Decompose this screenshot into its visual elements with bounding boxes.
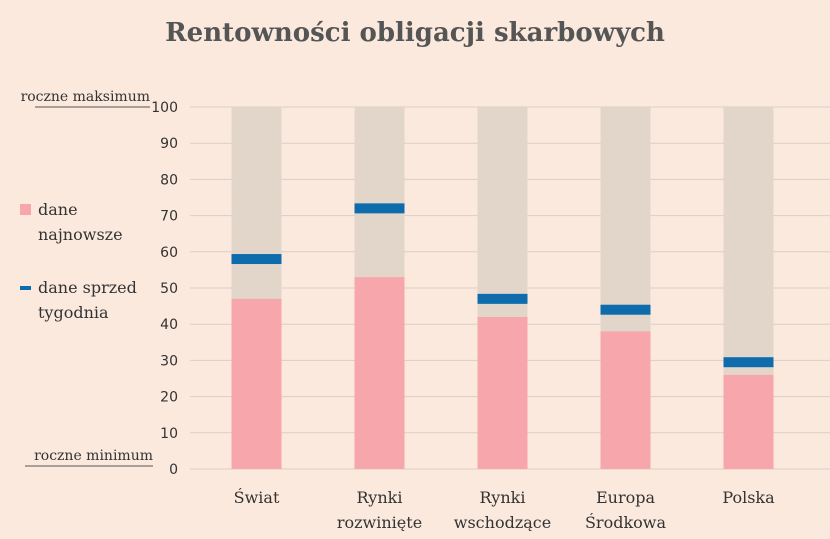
y-tick-label: 100	[151, 100, 178, 116]
bars	[231, 107, 774, 469]
y-tick-label: 40	[160, 317, 178, 333]
y-tick-label: 30	[160, 353, 178, 369]
y-tick-label: 90	[160, 136, 178, 152]
category-label: rozwinięte	[337, 513, 422, 532]
previous-week-marker	[477, 293, 528, 304]
category-label: Rynki	[357, 488, 403, 507]
y-tick-label: 10	[160, 426, 178, 442]
legend-swatch-latest	[20, 204, 31, 215]
category-label: Środkowa	[585, 512, 667, 532]
y-tick-label: 80	[160, 172, 178, 188]
category-label: Polska	[722, 488, 775, 507]
legend: dane najnowsze dane sprzed tygodnia	[20, 200, 137, 322]
category-label: Świat	[234, 487, 280, 507]
legend-swatch-previous	[20, 286, 31, 290]
legend-label: dane sprzed	[38, 278, 137, 297]
latest-bar	[231, 298, 282, 469]
range-labels: roczne maksimum roczne minimum	[21, 89, 153, 467]
latest-bar	[600, 331, 651, 469]
y-tick-label: 60	[160, 245, 178, 261]
category-label: Rynki	[480, 488, 526, 507]
latest-bar	[477, 316, 528, 469]
previous-week-marker	[723, 357, 774, 368]
latest-bar	[354, 277, 405, 469]
previous-week-marker	[600, 304, 651, 315]
range-max-label: roczne maksimum	[21, 89, 150, 105]
category-label: wschodzące	[454, 513, 551, 532]
y-tick-label: 50	[160, 281, 178, 297]
chart-title: Rentowności obligacji skarbowych	[165, 18, 665, 48]
y-axis-ticks: 0 10 20 30 40 50 60 70 80 90 100	[151, 100, 178, 478]
latest-bar	[723, 374, 774, 469]
previous-week-marker	[231, 254, 282, 265]
y-tick-label: 20	[160, 390, 178, 406]
y-tick-label: 70	[160, 209, 178, 225]
legend-label: dane	[38, 200, 78, 219]
category-labels: Świat Rynki rozwinięte Rynki wschodzące Europ…	[234, 487, 775, 532]
category-label: Europa	[596, 488, 656, 507]
legend-label: tygodnia	[38, 303, 109, 322]
previous-week-marker	[354, 203, 405, 214]
y-tick-label: 0	[169, 462, 178, 478]
legend-label: najnowsze	[38, 225, 123, 244]
range-min-label: roczne minimum	[34, 448, 153, 464]
